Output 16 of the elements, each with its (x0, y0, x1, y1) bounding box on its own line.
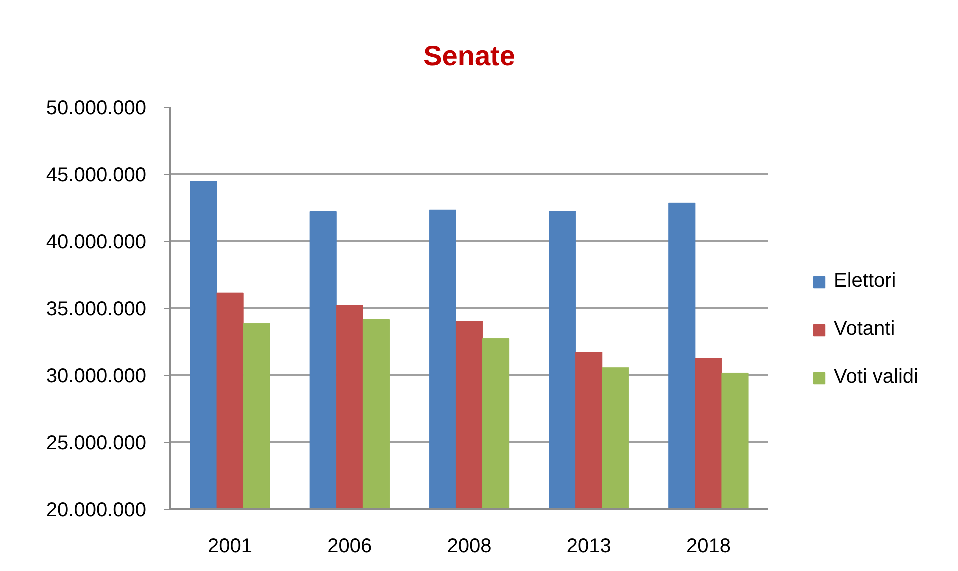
y-tick-label: 40.000.000 (46, 232, 147, 254)
legend-label: Votanti (834, 318, 896, 341)
y-tick-label: 50.000.000 (46, 98, 147, 120)
legend-label: Voti validi (834, 366, 918, 389)
x-tick-label: 2008 (447, 536, 492, 558)
legend-label: Elettori (834, 270, 896, 293)
x-tick-label: 2006 (328, 536, 372, 558)
x-tick-label: 2018 (686, 536, 731, 558)
x-tick-label: 2013 (566, 536, 612, 558)
y-tick-label: 30.000.000 (46, 366, 147, 388)
x-tick-label: 2001 (208, 536, 253, 558)
y-tick-label: 35.000.000 (46, 298, 147, 320)
y-tick-label: 25.000.000 (46, 432, 147, 454)
chart-title: Senate (424, 40, 516, 72)
y-tick-label: 45.000.000 (46, 164, 147, 186)
y-tick-label: 20.000.000 (46, 500, 147, 522)
